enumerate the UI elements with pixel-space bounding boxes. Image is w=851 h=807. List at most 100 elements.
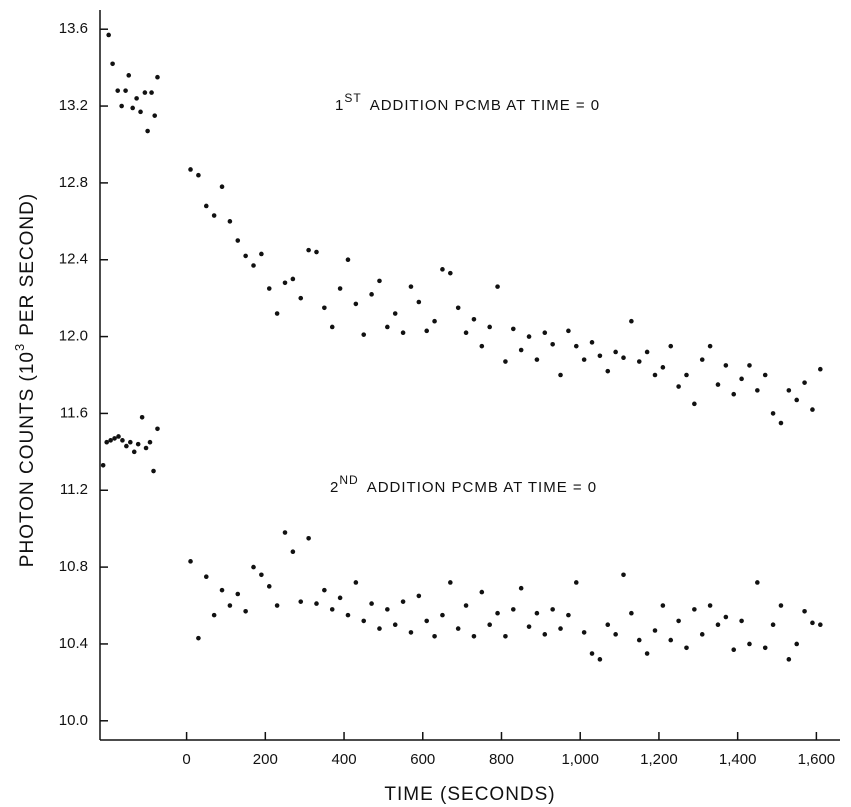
point: [747, 363, 752, 368]
point: [227, 603, 233, 608]
point: [115, 88, 121, 93]
point: [123, 88, 128, 93]
point: [274, 311, 280, 316]
point: [794, 397, 800, 403]
point: [329, 324, 335, 330]
point: [471, 633, 477, 639]
point: [723, 614, 729, 620]
point: [739, 376, 744, 382]
point: [810, 407, 815, 412]
point: [211, 612, 217, 618]
y-tick-label: 12.4: [59, 251, 88, 268]
point: [487, 324, 492, 330]
point: [621, 572, 626, 578]
point: [503, 633, 508, 639]
point: [274, 603, 280, 608]
point: [145, 128, 150, 134]
point: [487, 622, 492, 628]
point: [810, 620, 815, 626]
point: [134, 96, 139, 101]
point: [597, 657, 603, 662]
point: [143, 445, 149, 451]
y-tick-label: 13.6: [59, 20, 88, 37]
point: [369, 292, 374, 297]
point: [377, 278, 382, 284]
point: [440, 267, 445, 272]
point: [314, 249, 319, 255]
y-axis-title-main: PHOTON COUNTS (10: [17, 351, 38, 567]
point: [778, 603, 784, 608]
point: [266, 286, 272, 291]
y-axis-title-sup: 3: [12, 343, 27, 351]
point: [613, 632, 618, 637]
point: [534, 357, 540, 362]
point: [534, 610, 540, 616]
point: [802, 608, 807, 614]
point: [699, 632, 705, 637]
x-tick-label: 0: [182, 751, 190, 768]
point: [794, 641, 800, 647]
point: [668, 343, 674, 349]
point: [203, 203, 209, 209]
point: [124, 443, 129, 449]
point: [542, 330, 548, 336]
annotation-rest: ADDITION PCMB AT TIME = 0: [367, 479, 597, 496]
y-tick-label: 10.4: [59, 635, 88, 652]
x-tick-label: 1,200: [640, 751, 678, 768]
point: [345, 257, 351, 263]
x-tick-label: 200: [253, 751, 278, 768]
point: [392, 311, 398, 316]
point: [715, 622, 721, 628]
point: [684, 372, 689, 378]
point: [243, 608, 248, 614]
point: [361, 332, 367, 337]
point: [660, 603, 666, 608]
point: [298, 295, 304, 301]
point: [542, 632, 548, 637]
point: [463, 330, 469, 336]
point: [130, 105, 135, 111]
point: [345, 612, 351, 618]
point: [605, 368, 611, 374]
point: [290, 276, 296, 282]
point: [550, 607, 555, 612]
point: [369, 601, 374, 606]
point: [692, 401, 697, 407]
point: [676, 618, 681, 624]
point: [510, 326, 516, 332]
point: [106, 32, 111, 38]
point: [636, 637, 642, 643]
point: [755, 388, 760, 393]
point: [723, 363, 729, 368]
y-tick-label: 13.2: [59, 97, 88, 114]
point: [337, 286, 343, 291]
point: [566, 328, 571, 334]
point: [660, 365, 666, 370]
point: [147, 439, 153, 445]
point: [149, 90, 154, 95]
point: [558, 372, 563, 378]
point: [495, 284, 500, 289]
point: [196, 635, 201, 641]
annotation-rest: ADDITION PCMB AT TIME = 0: [370, 97, 600, 114]
point: [128, 439, 133, 445]
point: [455, 626, 461, 631]
point: [400, 599, 406, 604]
y-tick-label: 12.8: [59, 174, 88, 191]
y-tick-label: 12.0: [59, 328, 88, 345]
point: [503, 359, 508, 364]
point: [108, 438, 113, 443]
point: [337, 595, 343, 601]
point: [416, 593, 422, 599]
point: [715, 382, 721, 387]
point: [131, 449, 137, 455]
point: [448, 270, 453, 276]
annotation-sup: ND: [339, 473, 358, 487]
point: [155, 74, 160, 80]
point: [306, 247, 311, 253]
point: [644, 349, 650, 355]
point: [566, 612, 571, 618]
x-tick-label: 1,600: [798, 751, 836, 768]
point: [573, 580, 579, 585]
point: [104, 439, 109, 445]
